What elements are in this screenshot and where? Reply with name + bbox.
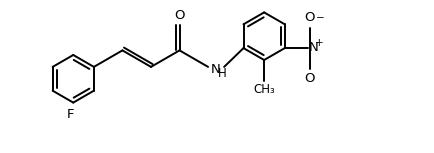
Text: H: H bbox=[218, 67, 227, 80]
Text: O: O bbox=[304, 72, 315, 85]
Text: O: O bbox=[304, 11, 315, 24]
Text: CH₃: CH₃ bbox=[253, 83, 274, 96]
Text: N: N bbox=[308, 41, 318, 54]
Text: −: − bbox=[315, 13, 324, 23]
Text: +: + bbox=[315, 38, 323, 48]
Text: O: O bbox=[174, 9, 184, 22]
Text: N: N bbox=[210, 63, 220, 76]
Text: F: F bbox=[67, 108, 75, 121]
